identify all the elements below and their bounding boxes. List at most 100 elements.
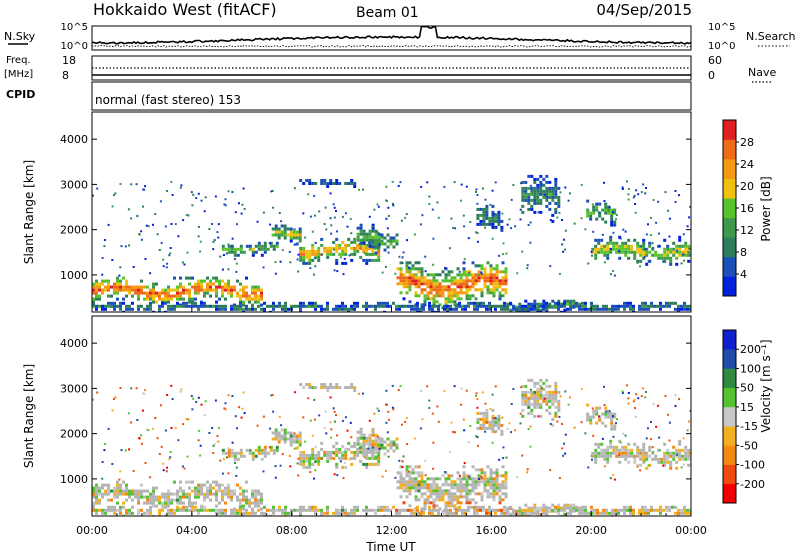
power-cell bbox=[450, 297, 454, 301]
station-title: Hokkaido West (fitACF) bbox=[93, 0, 277, 19]
colorbar-tick-label: -200 bbox=[740, 478, 765, 491]
velocity-cell bbox=[132, 470, 135, 472]
power-cell bbox=[167, 304, 170, 308]
freq-label-1: Freq. bbox=[6, 55, 31, 66]
velocity-cell bbox=[569, 396, 571, 399]
power-cell bbox=[426, 291, 430, 295]
colorbar-segment bbox=[723, 217, 736, 238]
power-cell bbox=[473, 307, 476, 311]
power-cell bbox=[377, 235, 381, 239]
velocity-cell bbox=[274, 431, 278, 435]
power-cell bbox=[200, 288, 203, 292]
velocity-cell bbox=[302, 508, 305, 512]
power-cell bbox=[335, 307, 338, 311]
power-cell bbox=[492, 267, 496, 271]
velocity-cell bbox=[218, 508, 221, 512]
velocity-cell bbox=[527, 411, 531, 415]
power-cell bbox=[185, 276, 188, 280]
y-tick-label: 4000 bbox=[60, 133, 88, 146]
power-cell bbox=[629, 301, 632, 305]
power-cell bbox=[260, 288, 263, 292]
velocity-cell bbox=[365, 505, 368, 509]
velocity-cell bbox=[400, 423, 403, 426]
power-cell bbox=[633, 194, 636, 197]
power-cell bbox=[410, 304, 413, 308]
power-cell bbox=[492, 213, 495, 216]
velocity-cell bbox=[230, 511, 233, 515]
velocity-cell bbox=[554, 387, 558, 391]
power-cell bbox=[508, 218, 511, 221]
velocity-cell bbox=[500, 511, 503, 515]
velocity-cell bbox=[194, 489, 197, 493]
velocity-cell bbox=[447, 501, 451, 505]
power-cell bbox=[502, 253, 505, 256]
velocity-cell bbox=[111, 463, 114, 465]
velocity-cell bbox=[468, 475, 471, 478]
power-cell bbox=[272, 244, 276, 248]
velocity-cell bbox=[527, 396, 531, 400]
power-cell bbox=[92, 291, 95, 295]
velocity-cell bbox=[591, 454, 595, 458]
velocity-cell bbox=[209, 486, 212, 490]
velocity-cell bbox=[521, 408, 525, 412]
velocity-cell bbox=[529, 425, 532, 428]
power-cell bbox=[326, 301, 329, 305]
power-cell bbox=[367, 243, 370, 246]
velocity-cell bbox=[281, 453, 284, 456]
velocity-cell bbox=[271, 431, 275, 435]
power-cell bbox=[149, 297, 152, 301]
velocity-cell bbox=[605, 508, 608, 512]
velocity-cell bbox=[116, 508, 119, 512]
power-cell bbox=[395, 304, 398, 308]
velocity-cell bbox=[498, 474, 502, 478]
velocity-cell bbox=[387, 410, 390, 413]
velocity-cell bbox=[346, 429, 349, 432]
velocity-cell bbox=[474, 480, 478, 484]
velocity-cell bbox=[368, 448, 372, 452]
power-cell bbox=[309, 267, 312, 270]
power-cell bbox=[203, 304, 206, 308]
velocity-cell bbox=[116, 495, 119, 499]
power-cell bbox=[335, 249, 339, 253]
velocity-cell bbox=[419, 511, 422, 515]
power-cell bbox=[167, 294, 170, 298]
velocity-cell bbox=[468, 498, 472, 502]
power-cell bbox=[164, 225, 167, 228]
velocity-cell bbox=[642, 445, 646, 449]
power-cell bbox=[353, 182, 357, 185]
velocity-cell bbox=[402, 489, 406, 493]
velocity-cell bbox=[665, 505, 668, 509]
velocity-cell bbox=[216, 435, 219, 438]
velocity-cell bbox=[689, 409, 691, 412]
power-cell bbox=[477, 264, 481, 268]
power-cell bbox=[426, 282, 430, 286]
power-cell bbox=[344, 246, 348, 250]
velocity-cell bbox=[254, 504, 257, 508]
velocity-cell bbox=[230, 508, 233, 512]
power-cell bbox=[215, 304, 218, 308]
power-cell bbox=[554, 201, 558, 205]
power-cell bbox=[410, 307, 413, 311]
power-cell bbox=[449, 307, 452, 311]
power-cell bbox=[283, 227, 287, 231]
velocity-cell bbox=[320, 386, 324, 389]
velocity-cell bbox=[539, 393, 543, 397]
velocity-cell bbox=[551, 393, 555, 397]
velocity-cell bbox=[182, 501, 185, 505]
power-cell bbox=[179, 186, 182, 189]
velocity-cell bbox=[681, 448, 685, 452]
power-cell bbox=[362, 232, 366, 236]
velocity-cell bbox=[609, 454, 613, 458]
power-cell bbox=[311, 182, 315, 185]
velocity-cell bbox=[95, 486, 98, 490]
power-cell bbox=[462, 261, 466, 265]
velocity-cell bbox=[618, 451, 622, 455]
velocity-cell bbox=[113, 505, 116, 509]
velocity-cell bbox=[429, 486, 433, 490]
power-cell bbox=[392, 236, 396, 240]
power-cell bbox=[420, 267, 424, 271]
power-cell bbox=[494, 307, 497, 311]
velocity-cell bbox=[438, 486, 442, 490]
power-cell bbox=[649, 234, 652, 237]
velocity-cell bbox=[678, 442, 682, 446]
